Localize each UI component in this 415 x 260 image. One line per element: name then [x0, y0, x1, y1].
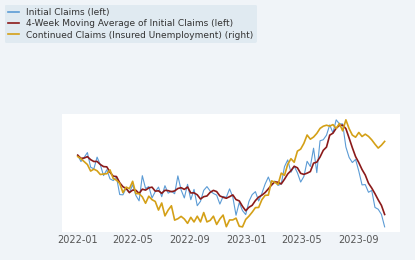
Legend: Initial Claims (left), 4-Week Moving Average of Initial Claims (left), Continued: Initial Claims (left), 4-Week Moving Ave… — [5, 4, 257, 43]
